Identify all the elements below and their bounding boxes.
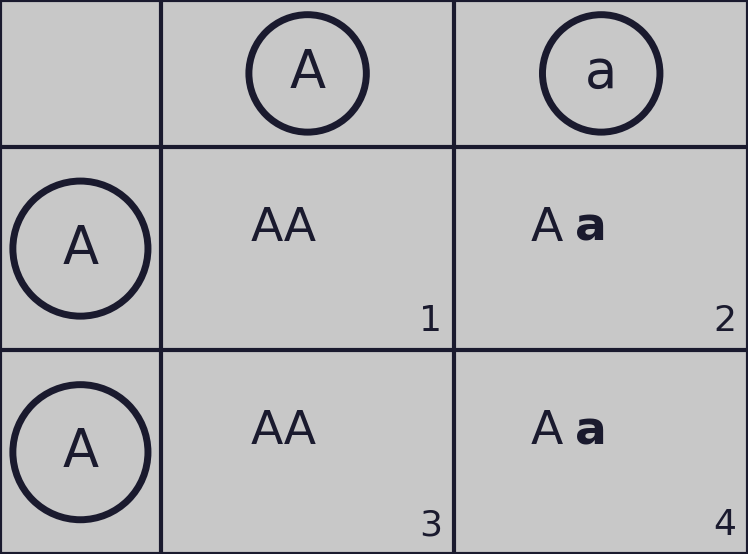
Text: a: a [574,206,607,251]
Text: A: A [62,426,99,478]
Text: A: A [289,48,325,99]
Text: 3: 3 [420,508,442,542]
Text: 4: 4 [713,508,736,542]
Text: a: a [574,409,607,454]
Text: 1: 1 [420,304,442,338]
Text: a: a [585,48,617,99]
Text: AA: AA [251,206,317,251]
Text: A: A [62,223,99,275]
Text: A: A [530,409,563,454]
Text: AA: AA [251,409,317,454]
Text: 2: 2 [713,304,736,338]
Text: A: A [530,206,563,251]
